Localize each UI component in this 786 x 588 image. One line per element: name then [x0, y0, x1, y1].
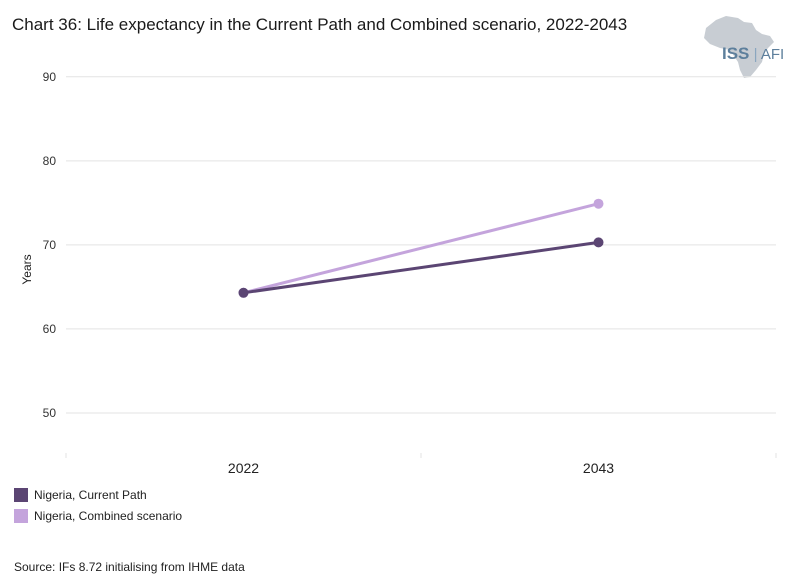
x-tick-label: 2022 — [228, 460, 259, 476]
legend-swatch — [14, 508, 28, 523]
source-note: Source: IFs 8.72 initialising from IHME … — [14, 560, 245, 574]
chart-title: Chart 36: Life expectancy in the Current… — [12, 15, 628, 34]
gridlines — [65, 76, 777, 458]
data-point — [238, 287, 249, 298]
legend: Nigeria, Current Path Nigeria, Combined s… — [14, 484, 182, 526]
x-tick-label: 2043 — [583, 460, 614, 476]
series-line-1 — [243, 202, 599, 295]
legend-item: Nigeria, Combined scenario — [14, 505, 182, 526]
series-lines — [238, 198, 604, 298]
data-point — [593, 198, 604, 209]
y-tick-label: 80 — [43, 154, 57, 168]
data-point — [593, 237, 604, 248]
series-line-0 — [243, 240, 599, 295]
y-tick-label: 60 — [43, 322, 57, 336]
legend-label: Nigeria, Combined scenario — [34, 508, 183, 523]
legend-swatch — [14, 487, 28, 502]
legend-label: Nigeria, Current Path — [34, 487, 147, 502]
logo-text: ISS | AFI — [722, 44, 785, 63]
legend-item: Nigeria, Current Path — [14, 484, 182, 505]
logo-sub: AFI — [760, 46, 785, 63]
logo-name: ISS — [722, 44, 750, 63]
y-axis-label: Years — [20, 254, 34, 284]
y-tick-label: 70 — [43, 238, 57, 252]
africa-map-logo-icon — [704, 16, 774, 78]
y-tick-label: 90 — [43, 70, 57, 84]
africa-shape — [704, 16, 774, 78]
y-tick-label: 50 — [43, 406, 57, 420]
x-tick-labels: 2022 2043 — [228, 460, 614, 476]
y-tick-labels: 50 60 70 80 90 — [43, 70, 57, 420]
